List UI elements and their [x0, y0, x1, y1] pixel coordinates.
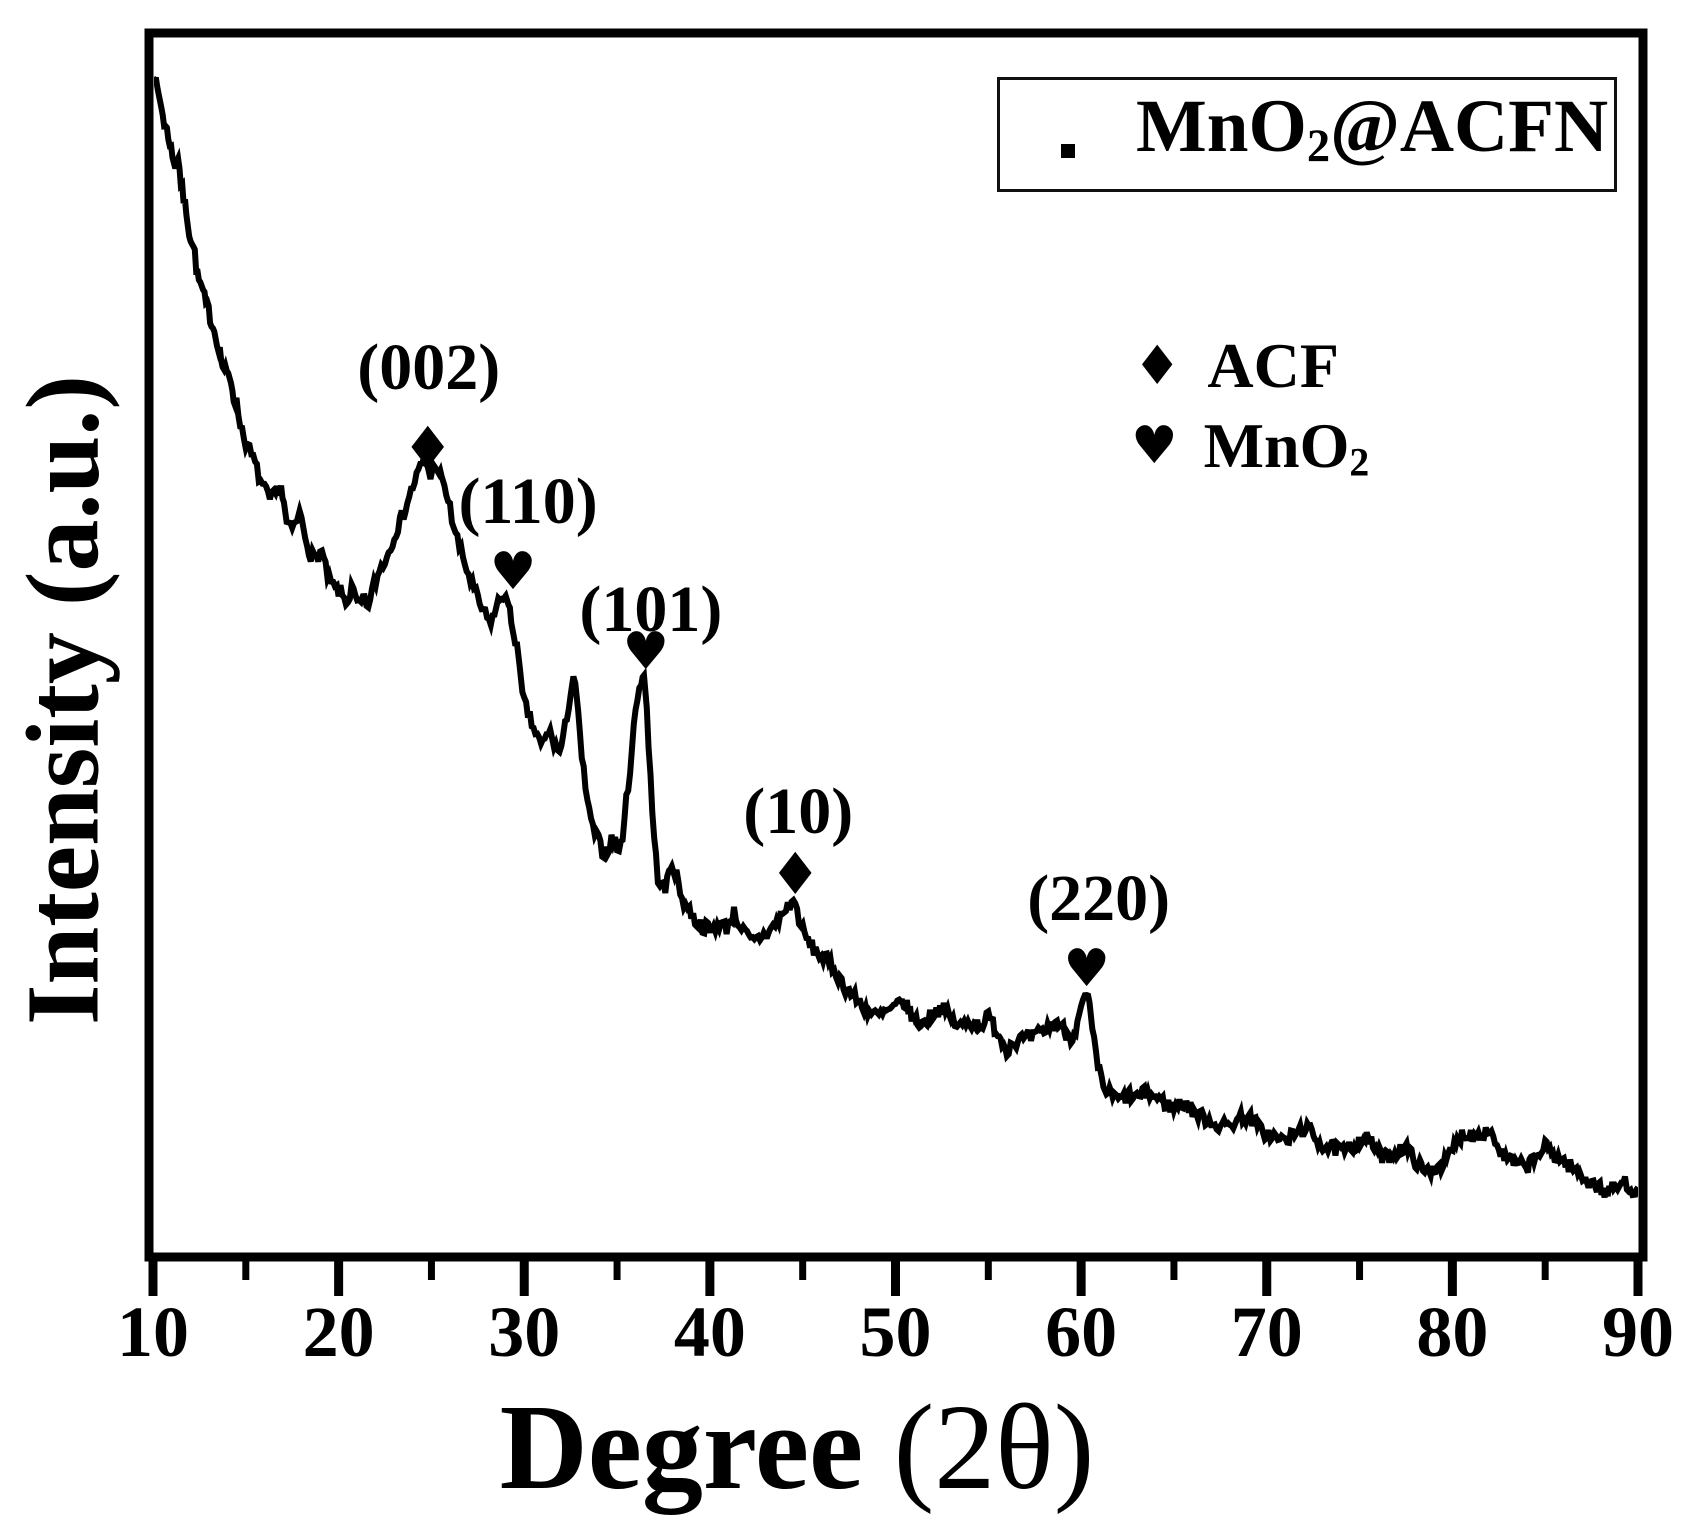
x-axis-title-unit: (2θ) — [893, 1380, 1095, 1515]
peak-label-220: (220) — [1027, 862, 1171, 936]
diamond-icon: ♦ — [769, 839, 822, 908]
diamond-icon: ♦ — [401, 413, 454, 482]
peak-label-002: (002) — [357, 330, 501, 404]
xrd-trace — [154, 76, 1638, 1199]
peak-label-110: (110) — [458, 464, 598, 538]
x-tick-label: 80 — [1416, 1292, 1488, 1372]
heart-icon: ♥ — [489, 541, 537, 602]
symbol-key-mno2-label: MnO2 — [1203, 410, 1370, 485]
x-axis-title: Degree (2θ) — [500, 1378, 1095, 1518]
heart-icon: ♥ — [1131, 416, 1178, 476]
heart-icon: ♥ — [622, 622, 670, 683]
x-tick-label: 40 — [674, 1292, 746, 1372]
x-tick-label: 10 — [117, 1292, 189, 1372]
symbol-key-acf: ♦ ACF — [1133, 334, 1339, 398]
x-tick-label: 70 — [1231, 1292, 1303, 1372]
series-marker-dot-icon — [1061, 144, 1075, 158]
symbol-key-mno2: ♥ MnO2 — [1131, 410, 1370, 485]
x-axis-title-main: Degree — [499, 1380, 864, 1515]
plot-border — [144, 28, 1648, 1262]
x-tick-label: 60 — [1045, 1292, 1117, 1372]
x-tick-label: 50 — [860, 1292, 932, 1372]
x-tick-label: 90 — [1602, 1292, 1674, 1372]
peak-label-10: (10) — [743, 774, 854, 848]
peak-label-101: (101) — [579, 573, 723, 647]
x-tick-label: 30 — [488, 1292, 560, 1372]
legend-box: MnO2@ACFN — [997, 77, 1617, 192]
symbol-key-acf-label: ACF — [1207, 330, 1339, 401]
y-axis-title: Intensity (a.u.) — [5, 374, 121, 1026]
diamond-icon: ♦ — [1133, 334, 1182, 397]
series-label: MnO2@ACFN — [1136, 85, 1609, 173]
x-tick-label: 20 — [303, 1292, 375, 1372]
heart-icon: ♥ — [1063, 939, 1110, 1000]
